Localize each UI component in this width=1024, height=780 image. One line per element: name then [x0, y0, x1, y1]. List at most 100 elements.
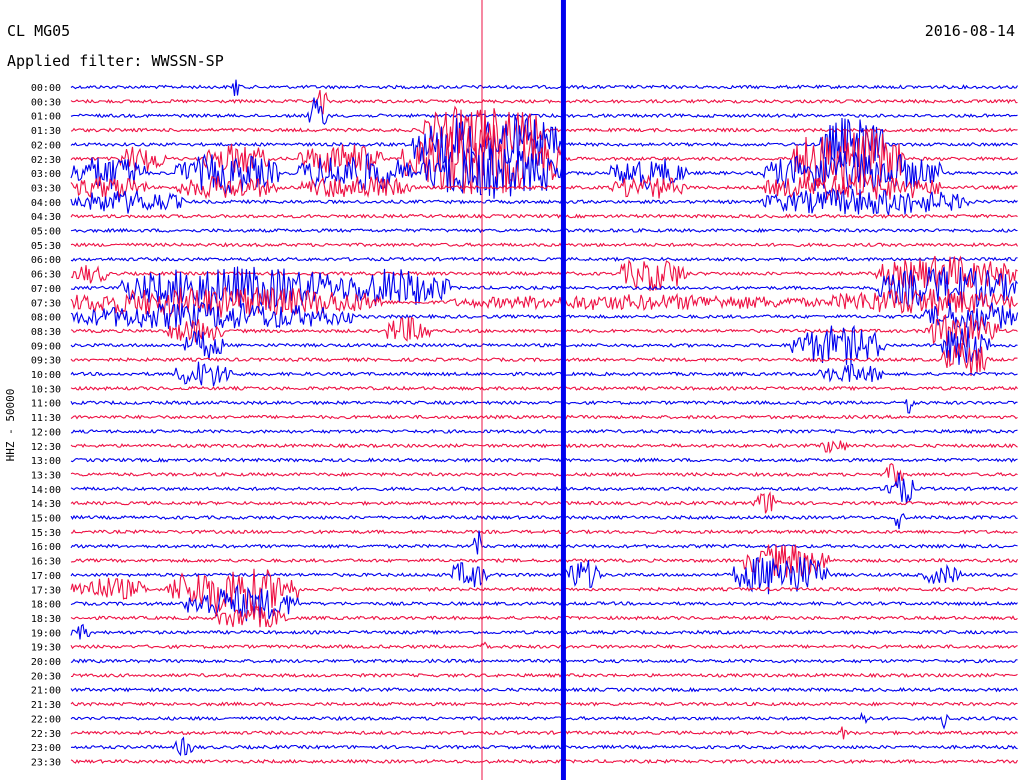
time-label: 02:30 [31, 155, 61, 166]
trace-row [70, 544, 1018, 578]
time-label: 15:00 [31, 514, 61, 525]
time-label: 09:00 [31, 341, 61, 352]
time-label: 06:30 [31, 270, 61, 281]
time-label: 11:30 [31, 413, 61, 424]
time-label: 12:00 [31, 427, 61, 438]
trace-row [70, 302, 1019, 332]
trace-row [70, 556, 1018, 595]
time-label: 10:30 [31, 384, 61, 395]
time-label: 14:30 [31, 499, 61, 510]
trace-row [70, 726, 1018, 740]
time-label: 08:00 [31, 313, 61, 324]
trace-row [70, 701, 1018, 707]
time-label: 00:00 [31, 83, 61, 94]
time-label: 23:00 [31, 743, 61, 754]
time-label: 16:30 [31, 557, 61, 568]
trace-row [70, 285, 1018, 318]
trace-row [70, 255, 1018, 292]
time-label: 07:30 [31, 298, 61, 309]
time-label: 10:00 [31, 370, 61, 381]
trace-row [70, 584, 1018, 622]
time-label: 17:00 [31, 571, 61, 582]
trace-row [70, 711, 1018, 730]
y-axis-label: HHZ - 50000 [4, 389, 17, 462]
trace-row [70, 385, 1018, 392]
time-label: 20:00 [31, 657, 61, 668]
time-label: 11:00 [31, 399, 61, 410]
trace-row [70, 256, 1018, 262]
trace-row [70, 122, 1018, 195]
time-label: 02:00 [31, 140, 61, 151]
trace-row [70, 605, 1018, 628]
time-label: 14:00 [31, 485, 61, 496]
time-label: 12:30 [31, 442, 61, 453]
time-label: 18:30 [31, 614, 61, 625]
vertical-line-group [481, 0, 566, 780]
trace-row [70, 623, 1018, 640]
trace-row [71, 529, 1018, 535]
date-title: 2016-08-14 [924, 22, 1015, 40]
time-label: 15:30 [31, 528, 61, 539]
trace-row [70, 463, 1018, 487]
time-label: 18:00 [31, 600, 61, 611]
time-label: 16:00 [31, 542, 61, 553]
trace-row [70, 440, 1018, 454]
time-label: 13:30 [31, 470, 61, 481]
trace-row [70, 148, 1018, 199]
trace-group [70, 79, 1019, 765]
time-label: 04:30 [31, 212, 61, 223]
trace-row [70, 242, 1018, 248]
trace-row [70, 758, 1018, 765]
trace-row [70, 97, 1018, 126]
time-label: 01:00 [31, 112, 61, 123]
trace-row [70, 530, 1018, 555]
time-label: 03:00 [31, 169, 61, 180]
time-label: 17:30 [31, 585, 61, 596]
trace-row [71, 672, 1018, 678]
time-label: 13:00 [31, 456, 61, 467]
trace-row [70, 658, 1018, 664]
time-label: 21:00 [31, 686, 61, 697]
trace-row [70, 324, 1018, 365]
time-label: 05:30 [31, 241, 61, 252]
time-label: 03:30 [31, 183, 61, 194]
trace-row [70, 457, 1018, 463]
time-label: 06:00 [31, 255, 61, 266]
trace-row [70, 187, 1018, 216]
time-label: 22:30 [31, 729, 61, 740]
time-label: 08:30 [31, 327, 61, 338]
trace-row [70, 568, 1018, 613]
trace-row [70, 686, 1018, 693]
trace-row [70, 641, 1018, 650]
trace-row [70, 428, 1018, 435]
time-label: 19:00 [31, 628, 61, 639]
trace-row [70, 399, 1018, 414]
time-label: 22:00 [31, 714, 61, 725]
trace-row [70, 266, 1018, 309]
trace-row [70, 79, 1018, 96]
trace-row [70, 213, 1018, 219]
trace-row [70, 115, 1018, 174]
time-label-group: 00:00 00:30 01:00 01:30 02:00 02:30 03:00 03:30… [31, 83, 61, 768]
time-label: 07:00 [31, 284, 61, 295]
time-label: 04:00 [31, 198, 61, 209]
trace-row [70, 314, 1018, 348]
trace-row [70, 414, 1018, 420]
trace-row [70, 89, 1018, 115]
time-label: 05:00 [31, 227, 61, 238]
trace-row [70, 736, 1018, 757]
time-label: 20:30 [31, 671, 61, 682]
filter-label: Applied filter: WWSSN-SP [7, 52, 224, 70]
time-label: 00:30 [31, 97, 61, 108]
time-label: 09:30 [31, 356, 61, 367]
trace-row [70, 342, 1018, 376]
time-label: 19:30 [31, 643, 61, 654]
time-label: 01:30 [31, 126, 61, 137]
time-label: 21:30 [31, 700, 61, 711]
time-label: 23:30 [31, 757, 61, 768]
trace-row [70, 472, 1018, 504]
trace-row [70, 361, 1018, 387]
trace-row [70, 491, 1018, 514]
trace-row [70, 227, 1018, 234]
